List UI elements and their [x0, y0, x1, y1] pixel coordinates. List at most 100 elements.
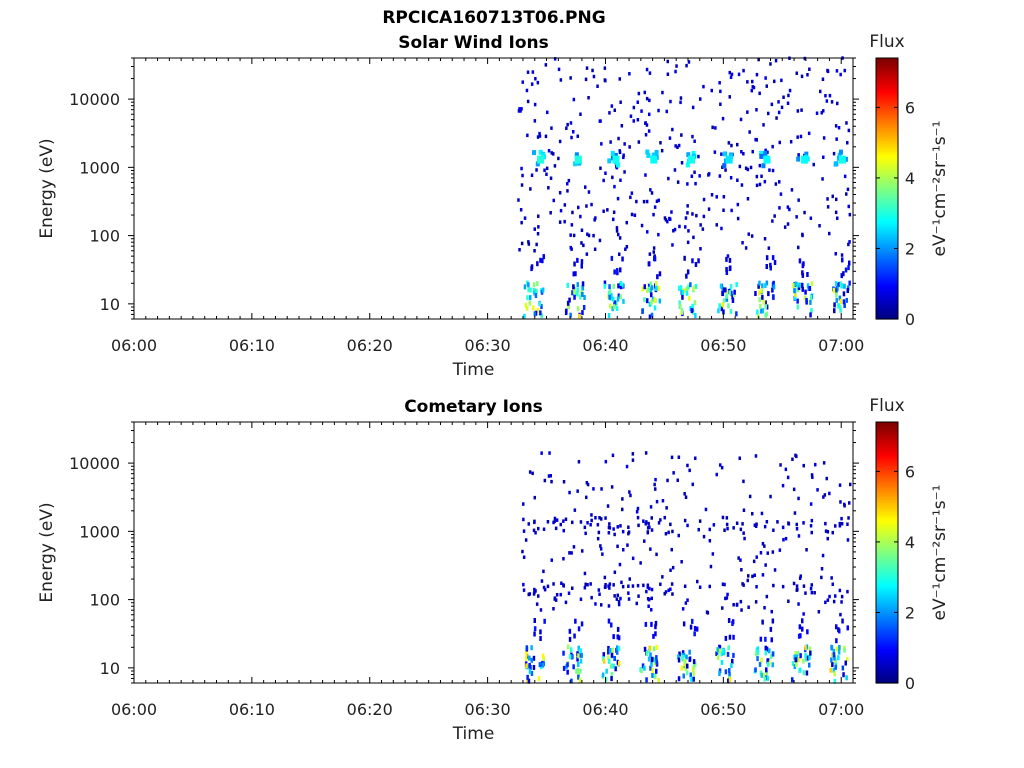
data-cell — [770, 654, 773, 660]
colorbar-segment — [876, 81, 898, 85]
colorbar-segment — [876, 105, 898, 109]
data-cell — [622, 153, 625, 157]
data-cell — [666, 478, 669, 483]
data-cell — [699, 223, 702, 227]
data-cell — [644, 173, 647, 177]
data-cell — [746, 110, 749, 114]
colorbar-segment — [876, 465, 898, 469]
data-cell — [809, 650, 812, 656]
data-cell — [684, 659, 687, 664]
data-cell — [683, 584, 687, 588]
data-cell — [568, 628, 572, 634]
data-cell — [547, 149, 551, 153]
colorbar-segment — [876, 214, 898, 218]
colorbar-segment — [876, 469, 898, 473]
data-cell — [602, 652, 605, 658]
data-cell — [728, 95, 731, 99]
data-cell — [755, 555, 758, 559]
colorbar-segment — [876, 225, 898, 229]
data-cell — [616, 162, 621, 168]
panel-title: Cometary Ions — [404, 397, 543, 417]
data-cell — [533, 227, 536, 231]
data-cell — [617, 232, 620, 237]
data-cell — [545, 172, 548, 176]
data-cell — [810, 473, 814, 477]
data-cell — [524, 655, 528, 661]
data-cell — [693, 300, 697, 306]
data-cell — [799, 667, 802, 673]
data-cell — [636, 100, 639, 104]
data-cell — [646, 530, 649, 535]
x-tick-label: 07:00 — [818, 700, 864, 719]
data-cell — [729, 75, 733, 79]
colorbar-tick-label: 6 — [905, 462, 915, 481]
data-cell — [826, 197, 829, 201]
data-cell — [842, 291, 846, 297]
data-cell — [629, 493, 632, 498]
data-cell — [601, 672, 605, 678]
data-cell — [778, 548, 782, 552]
colorbar-segment — [876, 565, 898, 569]
data-cell — [648, 112, 651, 117]
data-cell — [840, 516, 843, 521]
data-cell — [835, 137, 838, 141]
data-cell — [664, 590, 668, 594]
data-cell — [648, 586, 651, 591]
data-cell — [628, 145, 631, 149]
data-cell — [585, 481, 589, 485]
colorbar-segment — [876, 197, 898, 200]
data-cell — [536, 281, 539, 287]
data-cell — [602, 178, 605, 183]
data-cell — [655, 281, 658, 286]
colorbar-segment — [876, 134, 898, 137]
colorbar-segment — [876, 153, 898, 157]
data-cell — [806, 272, 809, 277]
data-cell — [562, 528, 565, 533]
data-cell — [552, 582, 555, 586]
data-cell — [772, 294, 775, 300]
data-cell — [682, 673, 685, 679]
data-cell — [550, 558, 553, 562]
data-cell — [623, 170, 626, 174]
colorbar-tick-label: 0 — [905, 310, 915, 329]
data-cell — [829, 667, 833, 673]
data-cell — [529, 665, 532, 670]
data-cell — [736, 216, 740, 221]
data-cell — [771, 219, 774, 223]
data-cell — [603, 283, 606, 289]
data-cell — [643, 297, 646, 303]
colorbar-segment — [876, 275, 898, 279]
colorbar-segment — [876, 158, 898, 161]
data-cell — [539, 257, 542, 263]
data-cell — [629, 195, 632, 200]
data-cell — [797, 656, 801, 662]
data-cell — [787, 521, 790, 525]
data-cell — [648, 252, 652, 256]
data-cell — [824, 600, 827, 605]
data-cell — [636, 506, 640, 511]
data-cell — [728, 677, 732, 683]
data-cell — [739, 117, 743, 122]
colorbar-segment — [876, 554, 898, 558]
colorbar-segment — [876, 181, 898, 185]
data-cell — [669, 522, 672, 527]
data-cell — [794, 281, 798, 287]
data-cell — [616, 544, 619, 549]
data-cell — [619, 294, 622, 300]
data-cell — [841, 618, 844, 624]
data-cell — [579, 668, 582, 674]
data-cell — [739, 558, 742, 562]
data-cell — [784, 536, 788, 541]
data-cell — [782, 95, 785, 99]
colorbar-segment — [876, 604, 898, 608]
data-cell — [699, 97, 702, 101]
data-cell — [758, 91, 761, 96]
data-cell — [741, 241, 744, 245]
data-cell — [840, 594, 844, 599]
data-cell — [646, 585, 649, 589]
data-cell — [718, 81, 721, 85]
data-cell — [618, 252, 621, 256]
data-cell — [660, 148, 664, 153]
data-cell — [667, 588, 670, 593]
data-cell — [764, 283, 767, 288]
